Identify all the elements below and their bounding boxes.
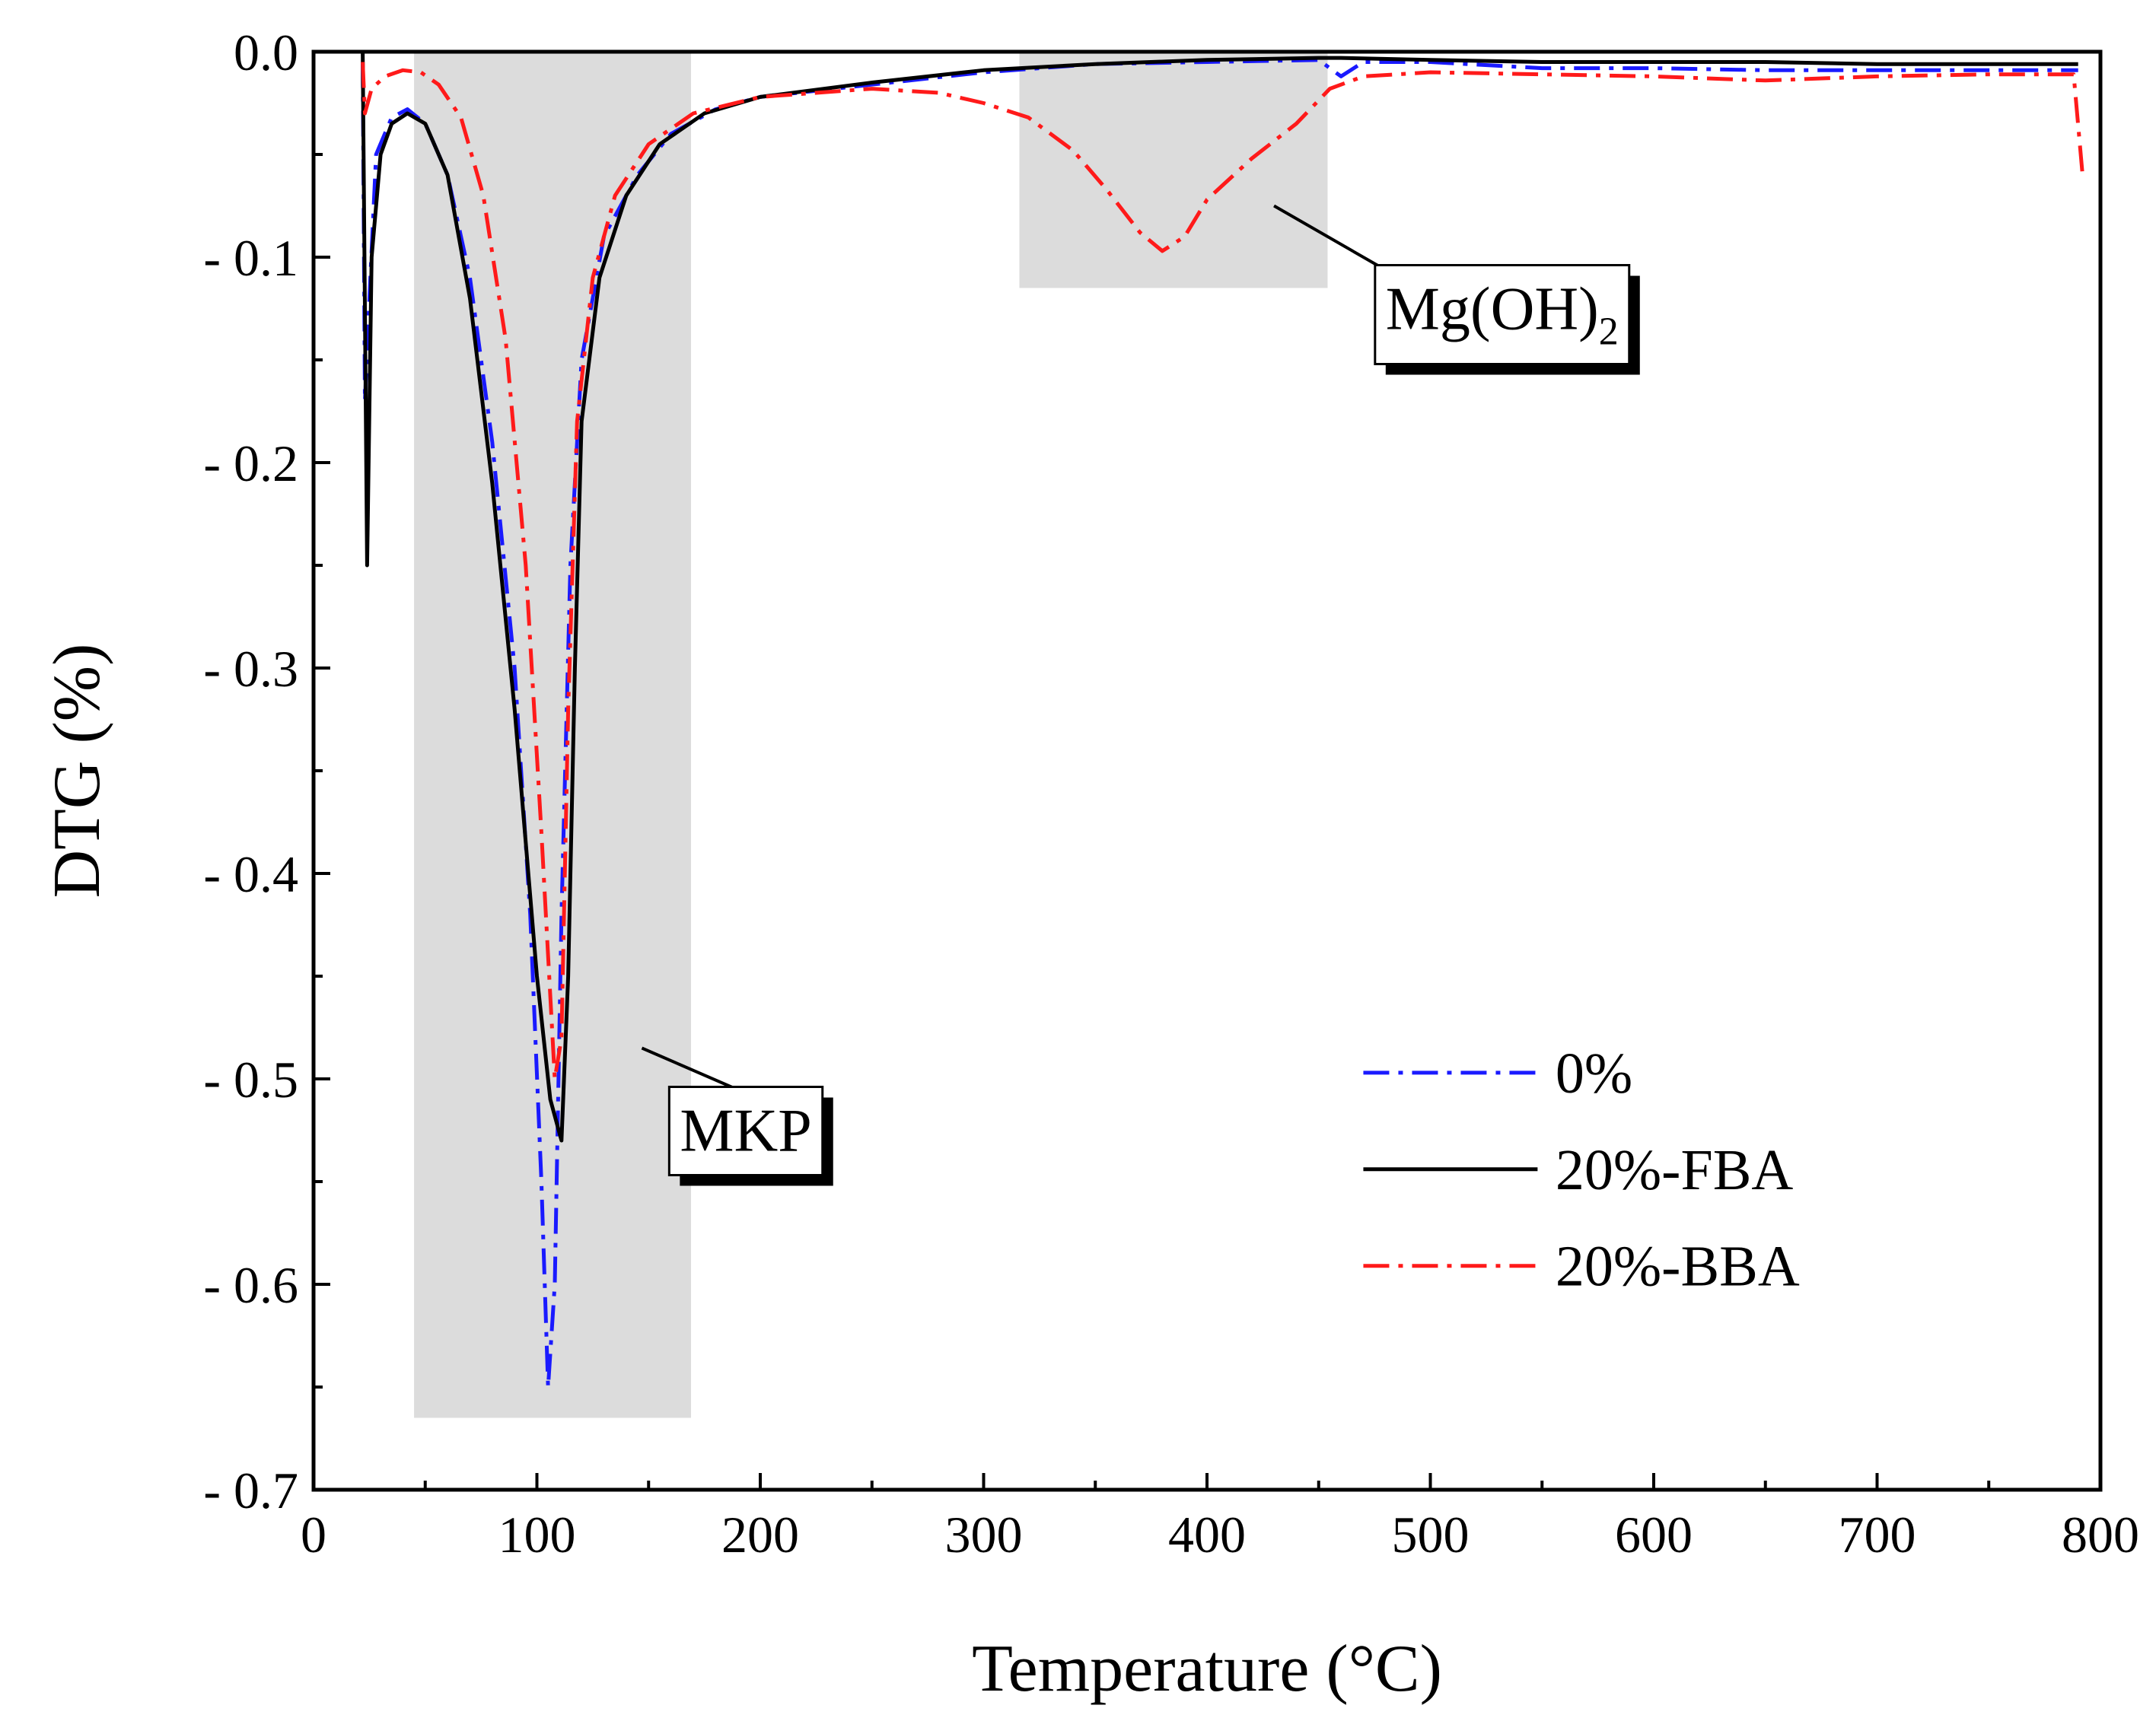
x-tick-label: 400 bbox=[1168, 1506, 1246, 1564]
series-line-3 bbox=[361, 62, 2084, 1081]
x-tick-label: 100 bbox=[498, 1506, 576, 1564]
annotations: MKP Mg(OH)2 bbox=[641, 204, 1640, 1186]
annotation-subscript: 2 bbox=[1599, 310, 1619, 354]
x-tick-label: 300 bbox=[945, 1506, 1023, 1564]
shaded-region-1 bbox=[414, 52, 692, 1418]
y-tick-label: - 0.4 bbox=[203, 845, 298, 903]
x-tick-label: 700 bbox=[1839, 1506, 1916, 1564]
annotation-box bbox=[1374, 264, 1631, 365]
annotation-label: Mg(OH)2 bbox=[1386, 276, 1619, 354]
y-tick-label: - 0.2 bbox=[203, 434, 298, 492]
annotation-1: MKP bbox=[641, 1046, 833, 1186]
shaded-region-2 bbox=[1019, 52, 1328, 288]
legend-item-1: 0% bbox=[1363, 1042, 1632, 1106]
x-tick-label: 800 bbox=[2062, 1506, 2139, 1564]
legend-item-3: 20%-BBA bbox=[1363, 1235, 1800, 1299]
legend-label: 20%-FBA bbox=[1556, 1138, 1794, 1202]
y-tick-label: 0.0 bbox=[234, 24, 298, 81]
annotation-2: Mg(OH)2 bbox=[1273, 204, 1640, 375]
shaded-regions bbox=[414, 52, 1328, 1418]
x-axis-title: Temperature (°C) bbox=[972, 1632, 1442, 1706]
x-tick-label: 200 bbox=[721, 1506, 799, 1564]
y-axis-title: DTG (%) bbox=[40, 644, 114, 899]
y-tick-label: - 0.5 bbox=[203, 1051, 298, 1109]
axis-ticks bbox=[312, 50, 2102, 1491]
y-tick-label: - 0.6 bbox=[203, 1256, 298, 1314]
x-tick-label: 600 bbox=[1615, 1506, 1693, 1564]
annotation-box bbox=[667, 1086, 824, 1176]
x-tick-label: 0 bbox=[301, 1506, 326, 1564]
series-line-2 bbox=[361, 52, 2078, 1143]
legend-label: 0% bbox=[1556, 1042, 1632, 1106]
y-tick-label: - 0.3 bbox=[203, 640, 298, 698]
data-series bbox=[361, 52, 2084, 1389]
annotation-label: MKP bbox=[680, 1098, 811, 1165]
tick-labels: 0 100 200 300 400 500 600 700 800 0.0 - 0.1 - 0.2 - … bbox=[203, 24, 2139, 1564]
legend-item-2: 20%-FBA bbox=[1363, 1138, 1793, 1202]
legend-label: 20%-BBA bbox=[1556, 1235, 1800, 1299]
y-tick-label: - 0.1 bbox=[203, 229, 298, 287]
y-tick-label: - 0.7 bbox=[203, 1462, 298, 1519]
annotation-pointer bbox=[1273, 204, 1382, 269]
x-tick-label: 500 bbox=[1392, 1506, 1470, 1564]
legend: 0% 20%-FBA 20%-BBA bbox=[1363, 1042, 1800, 1299]
